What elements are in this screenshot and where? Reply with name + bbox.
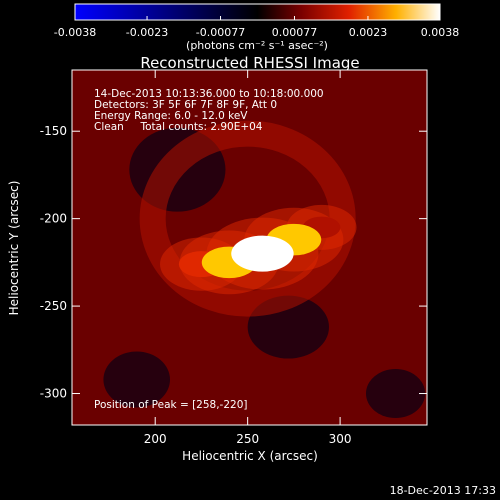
- heatmap-image: [72, 70, 427, 425]
- annotation-detectors: Detectors: 3F 5F 6F 7F 8F 9F, Att 0: [94, 99, 277, 111]
- y-axis-label: Heliocentric Y (arcsec): [7, 181, 21, 316]
- annotation-energy-range: Energy Range: 6.0 - 12.0 keV: [94, 110, 248, 122]
- heatmap-dark-region: [103, 351, 170, 408]
- colorbar: [74, 3, 441, 21]
- chart-title: Reconstructed RHESSI Image: [140, 54, 359, 72]
- x-axis-label: Heliocentric X (arcsec): [182, 449, 318, 463]
- x-tick-label: 200: [144, 432, 167, 446]
- x-tick-label: 250: [236, 432, 259, 446]
- colorbar-tick-label: 0.0038: [421, 26, 460, 39]
- y-tick-label: -200: [40, 212, 67, 226]
- colorbar-ticks: -0.0038 -0.0023 -0.00077 0.00077 0.0023 0.003…: [54, 16, 459, 39]
- y-tick-label: -250: [40, 299, 67, 313]
- colorbar-tick-label: -0.00077: [196, 26, 245, 39]
- x-tick-label: 300: [329, 432, 352, 446]
- axis-ticks: 200 250 300 -150 -200 -250 -300: [40, 70, 427, 446]
- annotation-clean-counts: Clean Total counts: 2.90E+04: [94, 121, 263, 133]
- annotation-time-range: 14-Dec-2013 10:13:36.000 to 10:18:00.000: [94, 88, 324, 100]
- footer-timestamp: 18-Dec-2013 17:33: [390, 484, 496, 497]
- y-tick-label: -150: [40, 124, 67, 138]
- colorbar-tick-label: -0.0038: [54, 26, 96, 39]
- colorbar-tick-label: -0.0023: [126, 26, 168, 39]
- heatmap-source: [231, 235, 294, 272]
- colorbar-tick-label: 0.00077: [272, 26, 318, 39]
- peak-position-label: Position of Peak = [258,-220]: [94, 399, 248, 411]
- y-tick-label: -300: [40, 387, 67, 401]
- colorbar-tick-label: 0.0023: [349, 26, 388, 39]
- colorbar-unit-label: (photons cm⁻² s⁻¹ asec⁻²): [186, 39, 328, 52]
- heatmap-dark-region: [365, 369, 426, 419]
- plot-frame: [71, 69, 428, 426]
